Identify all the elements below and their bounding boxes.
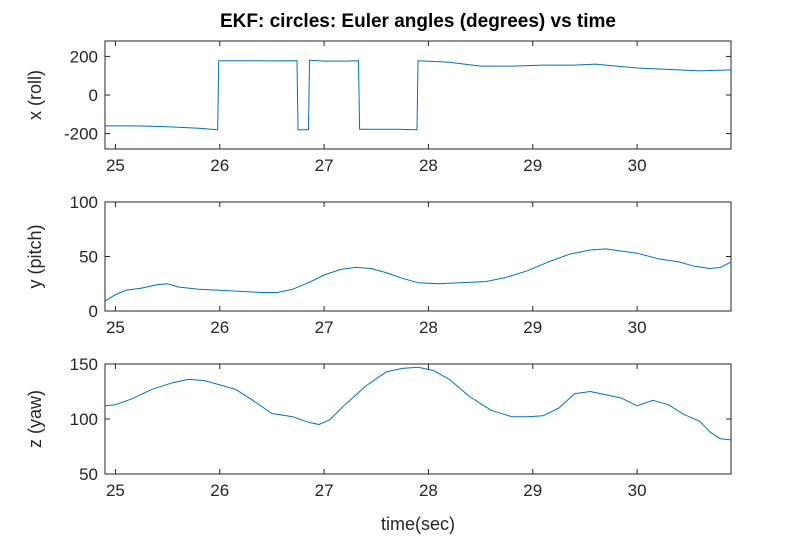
series-line-yaw (104, 366, 732, 441)
series-line-pitch (104, 248, 732, 302)
y-tick-label: 150 (70, 355, 98, 374)
x-tick-label: 28 (419, 156, 438, 175)
x-tick-label: 27 (315, 481, 334, 500)
x-axis-label: time(sec) (381, 514, 455, 534)
x-tick-label: 30 (628, 481, 647, 500)
x-tick-label: 26 (210, 156, 229, 175)
x-tick-label: 28 (419, 481, 438, 500)
y-axis-label-roll: x (roll) (25, 70, 45, 120)
y-axis-label-yaw: z (yaw) (25, 390, 45, 448)
y-tick-label: 100 (70, 410, 98, 429)
x-tick-label: 25 (106, 481, 125, 500)
x-tick-label: 27 (315, 318, 334, 337)
x-tick-label: 28 (419, 318, 438, 337)
plot-area-pitch (104, 201, 732, 312)
x-tick-label: 25 (106, 318, 125, 337)
x-tick-label: 27 (315, 156, 334, 175)
x-tick-label: 29 (523, 481, 542, 500)
panel-pitch: 25 26 27 28 29 30 0 50 100 y (pitch) (25, 193, 732, 337)
x-tick-label: 29 (523, 318, 542, 337)
panel-yaw: 25 26 27 28 29 30 50 100 150 z (yaw) (25, 355, 732, 500)
y-tick-label: 0 (89, 86, 98, 105)
panel-roll: 25 26 27 28 29 30 -200 0 200 x (roll) (25, 40, 732, 175)
y-axis-label-pitch: y (pitch) (25, 224, 45, 288)
y-tick-label: 50 (79, 465, 98, 484)
y-tick-label: 0 (89, 302, 98, 321)
series-line-roll (105, 59, 732, 131)
x-tick-label: 26 (210, 481, 229, 500)
x-tick-label: 26 (210, 318, 229, 337)
chart-title: EKF: circles: Euler angles (degrees) vs … (220, 11, 616, 32)
x-tick-label: 29 (523, 156, 542, 175)
x-tick-label: 30 (628, 318, 647, 337)
y-tick-label: 50 (79, 248, 98, 267)
y-tick-label: 200 (70, 47, 98, 66)
y-tick-label: 100 (70, 193, 98, 212)
x-tick-label: 30 (628, 156, 647, 175)
x-tick-label: 25 (106, 156, 125, 175)
y-tick-label: -200 (64, 125, 98, 144)
